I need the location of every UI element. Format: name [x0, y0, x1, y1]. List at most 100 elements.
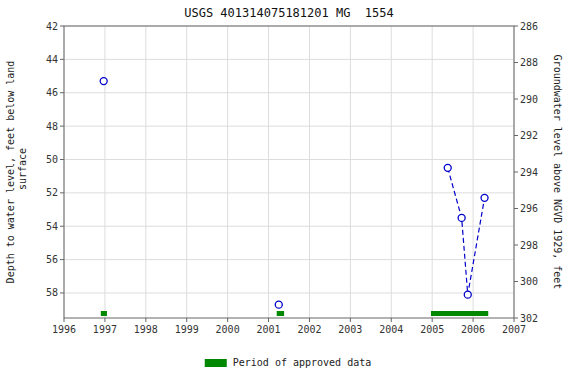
point-circle — [275, 301, 282, 308]
y-tick — [60, 126, 64, 127]
x-tick — [309, 318, 310, 322]
x-tick — [391, 318, 392, 322]
legend-label: Period of approved data — [233, 357, 371, 368]
grid-line-x — [145, 26, 146, 318]
x-tick-label: 2002 — [297, 324, 321, 335]
y2-tick — [514, 208, 518, 209]
grid-line-y — [64, 59, 514, 60]
y-tick-label: 54 — [46, 221, 58, 232]
y-tick — [60, 292, 64, 293]
legend: Period of approved data — [205, 357, 371, 368]
x-tick — [227, 318, 228, 322]
approved-period-bar — [101, 311, 107, 316]
y-axis-label-line: Depth to water level, feet below land — [5, 61, 16, 284]
y2-tick-label: 288 — [520, 57, 538, 68]
grid-line-y — [64, 126, 514, 127]
y-tick — [60, 92, 64, 93]
chart: 1996 1997 1998 1999 2000 2001 2002 2003 2004 2005… — [0, 0, 576, 384]
x-tick-label: 2004 — [379, 324, 403, 335]
x-tick — [514, 318, 515, 322]
x-tick — [473, 318, 474, 322]
y2-tick-label: 296 — [520, 203, 538, 214]
title: USGS 401314075181201 MG 1554 — [184, 6, 394, 20]
y-tick — [60, 192, 64, 193]
y-tick — [60, 226, 64, 227]
y-tick — [60, 159, 64, 160]
y-tick-label: 42 — [46, 21, 58, 32]
y2-tick-label: 292 — [520, 130, 538, 141]
y2-tick-label: 290 — [520, 94, 538, 105]
grid-line-x — [473, 26, 474, 318]
y2-tick — [514, 318, 518, 319]
y2-tick-label: 294 — [520, 167, 538, 178]
x-tick — [186, 318, 187, 322]
y-tick — [60, 26, 64, 27]
point-circle — [458, 214, 465, 221]
y2-tick — [514, 172, 518, 173]
grid-line-y — [64, 192, 514, 193]
grid-line-x — [391, 26, 392, 318]
grid-line-y — [64, 292, 514, 293]
x-tick-label: 2007 — [502, 324, 526, 335]
grid-line-x — [186, 26, 187, 318]
y2-tick-label: 302 — [520, 313, 538, 324]
approved-period-bar — [431, 311, 488, 316]
grid — [64, 26, 514, 318]
axes: 1996 1997 1998 1999 2000 2001 2002 2003 2004 2005… — [46, 21, 538, 336]
y-tick-label: 48 — [46, 121, 58, 132]
y2-tick — [514, 26, 518, 27]
x-tick-label: 1997 — [93, 324, 117, 335]
point-circle — [481, 194, 488, 201]
x-tick — [268, 318, 269, 322]
y2-axis-label: Groundwater level above NGVD 1929, feet — [552, 55, 563, 290]
x-tick-label: 2003 — [338, 324, 362, 335]
x-tick-label: 2005 — [420, 324, 444, 335]
x-tick-label: 1999 — [175, 324, 199, 335]
point-circle — [464, 291, 471, 298]
y-tick — [60, 59, 64, 60]
y-tick-label: 50 — [46, 154, 58, 165]
y-tick-label: 44 — [46, 54, 58, 65]
x-tick — [145, 318, 146, 322]
y2-tick-label: 298 — [520, 240, 538, 251]
grid-line-x — [268, 26, 269, 318]
approved-period-bar — [277, 311, 284, 316]
y2-tick — [514, 281, 518, 282]
grid-line-y — [64, 226, 514, 227]
grid-line-x — [227, 26, 228, 318]
x-tick — [104, 318, 105, 322]
x-tick — [432, 318, 433, 322]
point-circle — [444, 164, 451, 171]
x-tick — [350, 318, 351, 322]
y2-tick-label: 286 — [520, 21, 538, 32]
plot-area — [100, 78, 488, 316]
grid-line-x — [350, 26, 351, 318]
x-tick-label: 2000 — [216, 324, 240, 335]
y2-tick — [514, 245, 518, 246]
x-tick-label: 2006 — [461, 324, 485, 335]
x-tick-label: 1998 — [134, 324, 158, 335]
grid-line-x — [309, 26, 310, 318]
point-circle — [100, 78, 107, 85]
connecting-line — [448, 168, 485, 295]
grid-line-x — [432, 26, 433, 318]
x-tick — [64, 318, 65, 322]
legend-swatch — [205, 359, 227, 367]
y2-tick — [514, 135, 518, 136]
plot-frame — [64, 26, 514, 318]
grid-line-y — [64, 259, 514, 260]
y-axis-label: Depth to water level, feet below land su… — [5, 61, 28, 284]
y2-tick — [514, 62, 518, 63]
grid-line-x — [104, 26, 105, 318]
x-tick-label: 1996 — [52, 324, 76, 335]
x-tick-label: 2001 — [256, 324, 280, 335]
y-axis-label-line: surface — [17, 148, 28, 196]
y-tick — [60, 259, 64, 260]
y2-tick — [514, 99, 518, 100]
y-tick-label: 58 — [46, 287, 58, 298]
y2-tick-label: 300 — [520, 276, 538, 287]
y-tick-label: 46 — [46, 87, 58, 98]
y-tick-label: 56 — [46, 254, 58, 265]
grid-line-y — [64, 159, 514, 160]
y-tick-label: 52 — [46, 187, 58, 198]
